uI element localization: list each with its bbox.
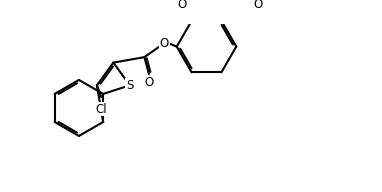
Text: Cl: Cl (96, 103, 107, 116)
Text: O: O (160, 37, 169, 50)
Text: O: O (144, 76, 154, 89)
Text: O: O (177, 0, 187, 11)
Text: S: S (126, 79, 134, 92)
Text: O: O (253, 0, 262, 11)
